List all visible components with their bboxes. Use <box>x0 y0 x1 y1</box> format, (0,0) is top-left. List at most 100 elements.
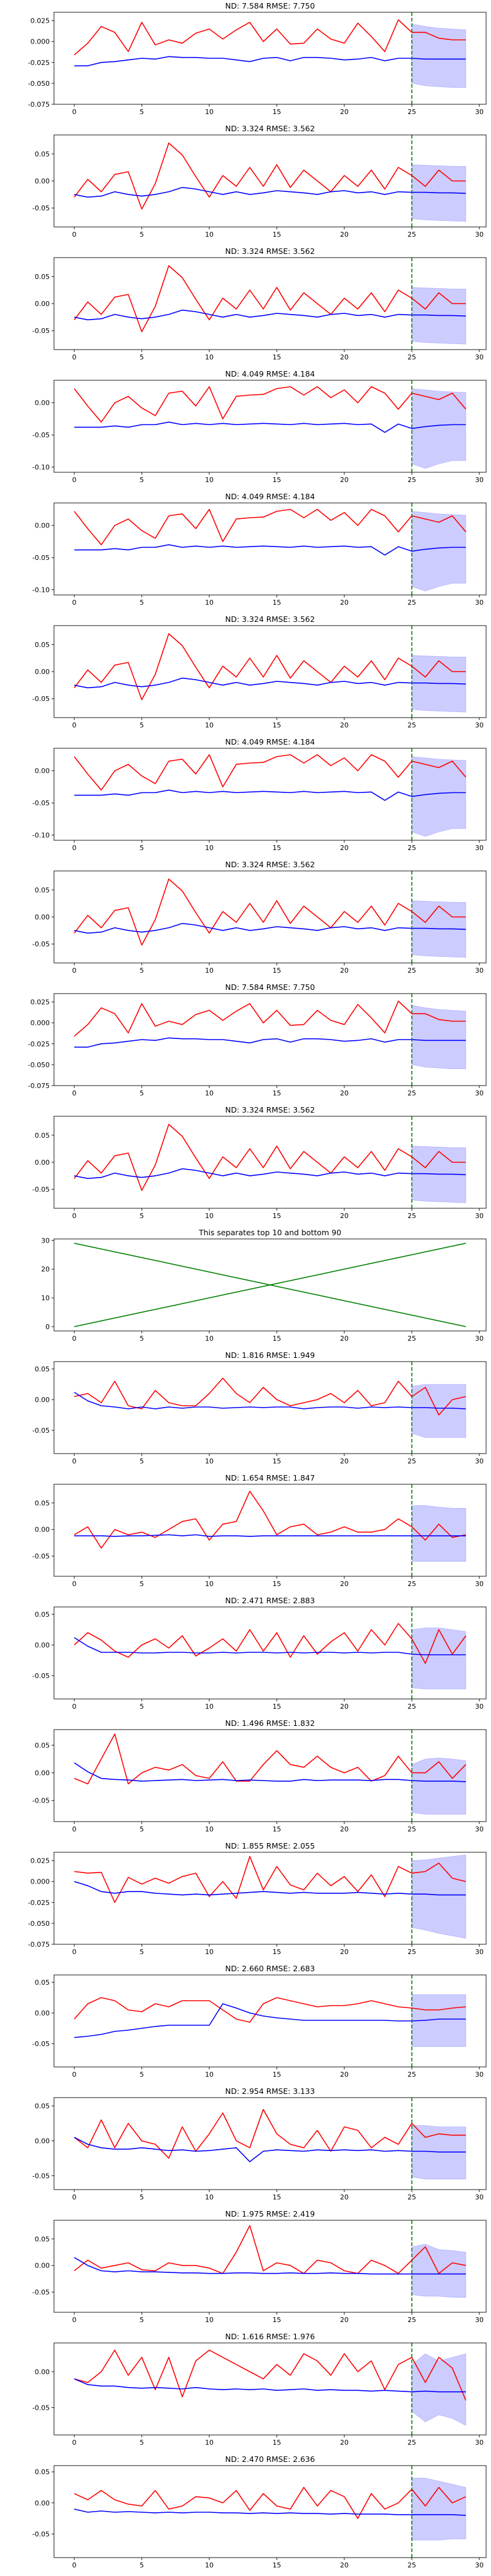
series-line-2 <box>74 544 466 556</box>
subplot-17: ND: 2.660 RMSE: 2.683 0 5 10 15 20 25 30 0.05 0.0… <box>33 1964 487 2079</box>
x-tick-label: 0 <box>72 231 77 239</box>
x-tick-label: 10 <box>205 599 214 607</box>
forecast-interval-band <box>411 1505 466 1562</box>
y-tick-label: 20 <box>41 1265 50 1273</box>
forecast-interval-band <box>411 1384 466 1438</box>
forecast-interval-band <box>411 1005 466 1070</box>
y-tick-label: -0.05 <box>33 327 50 335</box>
x-tick-label: 30 <box>475 1825 484 1833</box>
x-tick-label: 5 <box>140 2561 144 2569</box>
x-tick-label: 30 <box>475 1457 484 1465</box>
series-line-2 <box>74 2378 466 2393</box>
x-tick-label: 15 <box>273 2071 281 2079</box>
subplot-title: This separates top 10 and bottom 90 <box>198 1228 341 1237</box>
subplot-11: This separates top 10 and bottom 90 0 5 10 1… <box>41 1228 487 1343</box>
x-tick-label: 30 <box>475 1580 484 1588</box>
y-tick-label: 0.05 <box>35 1365 50 1373</box>
x-tick-label: 20 <box>340 1335 349 1343</box>
axes-frame <box>53 1729 487 1822</box>
series-line-2 <box>74 1762 466 1782</box>
x-tick-label: 15 <box>273 2439 281 2447</box>
x-tick-label: 20 <box>340 721 349 729</box>
y-tick-label: 0.05 <box>35 641 50 649</box>
axes-frame <box>53 1606 487 1700</box>
y-tick-label: -0.05 <box>33 1672 50 1680</box>
y-tick-label: 0.05 <box>35 1132 50 1140</box>
subplot-title: ND: 4.049 RMSE: 4.184 <box>225 737 315 746</box>
y-tick-label: -0.05 <box>33 799 50 807</box>
subplot-21: ND: 2.470 RMSE: 2.636 0 5 10 15 20 25 30 0.05 0.0… <box>33 2455 487 2569</box>
axes-frame <box>53 748 487 841</box>
axes-frame <box>53 993 487 1086</box>
x-tick-label: 30 <box>475 2071 484 2079</box>
x-tick-label: 25 <box>408 108 416 116</box>
x-tick-label: 25 <box>408 231 416 239</box>
series-line-2 <box>74 421 466 433</box>
x-tick-label: 20 <box>340 599 349 607</box>
forecast-interval-band <box>411 2477 466 2540</box>
x-tick-label: 5 <box>140 2316 144 2324</box>
y-tick-label: -0.025 <box>28 1899 50 1907</box>
x-tick-label: 0 <box>72 1335 77 1343</box>
x-tick-label: 30 <box>475 1212 484 1220</box>
x-tick-label: 20 <box>340 2193 349 2201</box>
subplot-2: ND: 3.324 RMSE: 3.562 0 5 10 15 20 25 30 0.05 0.0… <box>33 124 487 239</box>
x-tick-label: 25 <box>408 967 416 975</box>
y-tick-label: -0.05 <box>33 2040 50 2048</box>
series-line-1 <box>74 754 466 791</box>
y-tick-label: 0.00 <box>35 2368 50 2376</box>
x-tick-label: 5 <box>140 2439 144 2447</box>
subplot-12: ND: 1.816 RMSE: 1.949 0 5 10 15 20 25 30 0.05 0.0… <box>33 1351 487 1465</box>
x-tick-label: 0 <box>72 2071 77 2079</box>
series-line-1 <box>74 2109 466 2159</box>
x-tick-label: 10 <box>205 1212 214 1220</box>
series-line-2 <box>74 1168 466 1179</box>
axes-frame <box>53 2465 487 2558</box>
x-tick-label: 10 <box>205 967 214 975</box>
subplot-7: ND: 4.049 RMSE: 4.184 0 5 10 15 20 25 30 0.00 -0.… <box>33 737 487 852</box>
x-tick-label: 20 <box>340 353 349 361</box>
forecast-interval-band <box>411 756 466 837</box>
x-tick-label: 0 <box>72 476 77 484</box>
subplot-18: ND: 2.954 RMSE: 3.133 0 5 10 15 20 25 30 0.05 0.0… <box>33 2087 487 2201</box>
x-tick-label: 10 <box>205 231 214 239</box>
y-tick-label: 0.05 <box>35 2235 50 2243</box>
x-tick-label: 0 <box>72 721 77 729</box>
subplot-title: ND: 1.654 RMSE: 1.847 <box>225 1473 315 1482</box>
y-tick-label: 0.05 <box>35 1979 50 1987</box>
y-tick-label: -0.05 <box>33 431 50 439</box>
y-tick-label: -0.05 <box>33 2530 50 2538</box>
y-tick-label: 0.05 <box>35 273 50 281</box>
x-tick-label: 25 <box>408 844 416 852</box>
x-tick-label: 0 <box>72 353 77 361</box>
x-tick-label: 20 <box>340 1948 349 1956</box>
x-tick-label: 25 <box>408 476 416 484</box>
x-tick-label: 20 <box>340 2316 349 2324</box>
subplot-title: ND: 3.324 RMSE: 3.562 <box>225 124 315 133</box>
y-tick-label: -0.050 <box>28 1061 50 1069</box>
x-tick-label: 30 <box>475 2439 484 2447</box>
x-tick-label: 5 <box>140 1089 144 1097</box>
subplot-9: ND: 7.584 RMSE: 7.750 0 5 10 15 20 25 30 0.025 0.… <box>28 983 487 1097</box>
x-tick-label: 10 <box>205 476 214 484</box>
x-tick-label: 0 <box>72 1089 77 1097</box>
series-line-1 <box>74 142 466 210</box>
y-tick-label: -0.10 <box>33 832 50 840</box>
y-tick-label: 0.00 <box>35 767 50 775</box>
axes-frame <box>53 2342 487 2436</box>
x-tick-label: 25 <box>408 2316 416 2324</box>
subplot-title: ND: 2.471 RMSE: 2.883 <box>225 1596 315 1605</box>
series-line-2 <box>74 1392 466 1409</box>
y-tick-label: 0.000 <box>31 1019 50 1027</box>
x-tick-label: 5 <box>140 599 144 607</box>
x-tick-label: 30 <box>475 1089 484 1097</box>
x-tick-label: 25 <box>408 1457 416 1465</box>
y-tick-label: 0.00 <box>35 913 50 921</box>
y-tick-label: 0.025 <box>31 1857 50 1865</box>
x-tick-label: 15 <box>273 1703 281 1711</box>
y-tick-label: 0.025 <box>31 999 50 1006</box>
x-tick-label: 25 <box>408 599 416 607</box>
y-tick-label: 0.05 <box>35 150 50 158</box>
x-tick-label: 0 <box>72 2193 77 2201</box>
x-tick-label: 0 <box>72 2561 77 2569</box>
